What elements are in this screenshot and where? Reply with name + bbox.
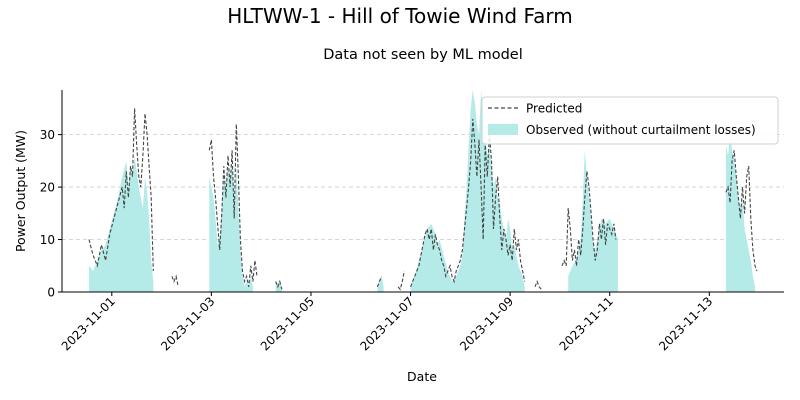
legend-box	[481, 96, 779, 145]
y-tick-label: 20	[40, 180, 55, 194]
observed-area	[410, 90, 525, 292]
x-tick-label: 2023-11-03	[158, 294, 217, 353]
chart-subtitle: Data not seen by ML model	[323, 47, 523, 63]
y-tick-label: 0	[47, 285, 55, 299]
grid-layer	[62, 134, 784, 240]
predicted-line	[397, 270, 405, 291]
predicted-line	[410, 118, 526, 287]
y-tick-label: 30	[40, 128, 55, 142]
predicted-line-layer	[88, 108, 758, 291]
observed-area	[568, 150, 618, 292]
observed-area	[209, 160, 253, 292]
y-axis-label: Power Output (MW)	[13, 130, 28, 252]
predicted-line	[534, 280, 542, 290]
legend-observed-label: Observed (without curtailment losses)	[526, 123, 756, 137]
x-tick-label: 2023-11-01	[59, 294, 118, 353]
predicted-line	[88, 108, 154, 272]
y-tick-label: 10	[40, 233, 55, 247]
x-tick-label: 2023-11-09	[457, 294, 516, 353]
predicted-line	[208, 124, 258, 287]
figure-title: HLTWW-1 - Hill of Towie Wind Farm	[227, 4, 573, 28]
legend-observed-swatch	[488, 124, 518, 135]
predicted-line	[725, 150, 758, 272]
x-tick-label: 2023-11-05	[258, 294, 317, 353]
legend: Predicted Observed (without curtailment …	[481, 96, 779, 145]
x-tick-label: 2023-11-13	[656, 294, 715, 353]
x-axis-label: Date	[407, 369, 437, 384]
legend-predicted-label: Predicted	[526, 102, 582, 116]
observed-area	[377, 276, 384, 292]
axes-layer	[61, 90, 784, 293]
x-tick-label: 2023-11-11	[557, 294, 616, 353]
predicted-line	[376, 276, 383, 287]
predicted-line	[275, 279, 283, 290]
observed-area	[89, 155, 154, 292]
x-tick-label: 2023-11-07	[357, 294, 416, 353]
predicted-line	[561, 171, 617, 267]
predicted-line	[171, 274, 179, 287]
